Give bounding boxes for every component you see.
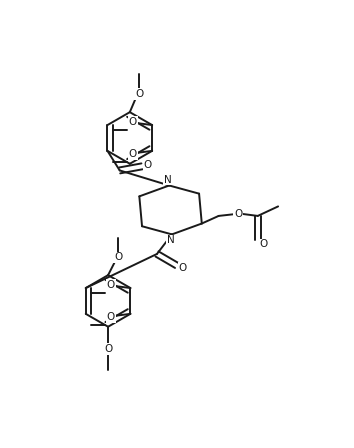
Text: N: N: [167, 235, 175, 246]
Text: O: O: [107, 280, 115, 290]
Text: O: O: [144, 160, 152, 170]
Text: O: O: [135, 89, 143, 99]
Text: O: O: [129, 149, 137, 159]
Text: O: O: [104, 344, 112, 354]
Text: O: O: [259, 239, 268, 250]
Text: O: O: [107, 312, 115, 322]
Text: N: N: [164, 175, 172, 185]
Text: O: O: [114, 253, 122, 263]
Text: O: O: [178, 263, 187, 273]
Text: O: O: [129, 117, 137, 127]
Text: O: O: [234, 209, 242, 219]
